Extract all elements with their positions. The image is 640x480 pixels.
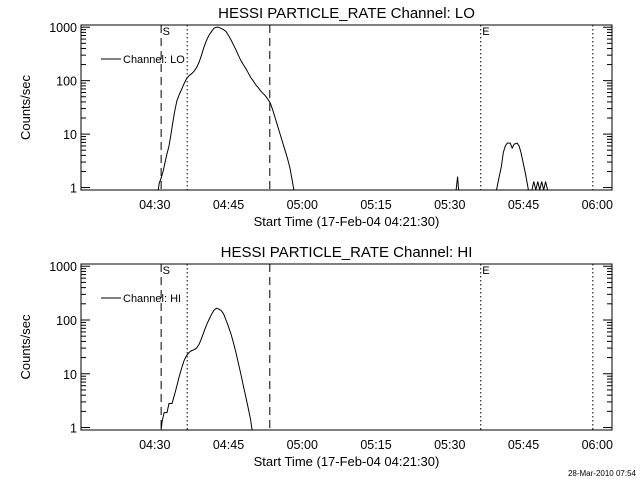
x-tick-label: 05:45 [508,438,539,452]
ticks: 04:30 04:45 05:00 05:15 05:30 05:45 06:00 1 10 10… [49,21,613,212]
y-tick-label: 1000 [49,21,77,35]
legend: Channel: LO [101,54,185,66]
x-tick-label: 05:00 [287,438,318,452]
x-tick-label: 06:00 [582,438,613,452]
series-line [160,307,253,431]
legend: Channel: HI [101,293,181,305]
series [157,26,549,191]
plot-frame [80,24,613,191]
x-tick-label: 05:30 [434,198,465,212]
x-tick-label: 04:45 [213,438,244,452]
x-tick-label: 06:00 [582,198,613,212]
time-marker-label: S [163,265,170,277]
series-line [455,176,460,191]
x-tick-label: 04:30 [139,438,170,452]
chart-title: HESSI PARTICLE_RATE Channel: LO [218,5,475,22]
y-tick-label: 10 [63,128,77,142]
x-tick-label: 05:15 [360,198,391,212]
y-axis-label: Counts/sec [18,314,33,380]
ticks: 04:30 04:45 05:00 05:15 05:30 05:45 06:00 1 10 10… [49,260,613,452]
series-line [531,181,549,191]
y-tick-label: 1 [70,182,77,196]
legend-label: Channel: LO [123,54,185,66]
plot-frame [80,263,613,431]
time-marker-label: E [482,26,489,38]
legend-label: Channel: HI [123,293,181,305]
series [160,307,253,431]
series-line [157,26,295,191]
series-line [496,142,529,191]
y-axis-label: Counts/sec [18,74,33,140]
time-marker-label: E [482,265,489,277]
panel-hi: HESSI PARTICLE_RATE Channel: HI Start Ti… [18,244,613,469]
x-tick-label: 04:45 [213,198,244,212]
chart-title: HESSI PARTICLE_RATE Channel: HI [221,244,473,261]
y-tick-label: 1000 [49,260,77,274]
time-marker-label: S [163,26,170,38]
generation-timestamp: 28-Mar-2010 07:54 [568,469,637,478]
panel-lo: HESSI PARTICLE_RATE Channel: LO Start Ti… [18,5,613,229]
x-tick-label: 05:00 [287,198,318,212]
x-axis-label: Start Time (17-Feb-04 04:21:30) [254,214,440,229]
x-tick-label: 05:30 [434,438,465,452]
x-tick-label: 04:30 [139,198,170,212]
x-axis-label: Start Time (17-Feb-04 04:21:30) [254,454,440,469]
y-tick-label: 100 [56,75,77,89]
y-tick-label: 100 [56,314,77,328]
x-tick-label: 05:45 [508,198,539,212]
x-tick-label: 05:15 [360,438,391,452]
y-tick-label: 1 [70,422,77,436]
y-tick-label: 10 [63,368,77,382]
